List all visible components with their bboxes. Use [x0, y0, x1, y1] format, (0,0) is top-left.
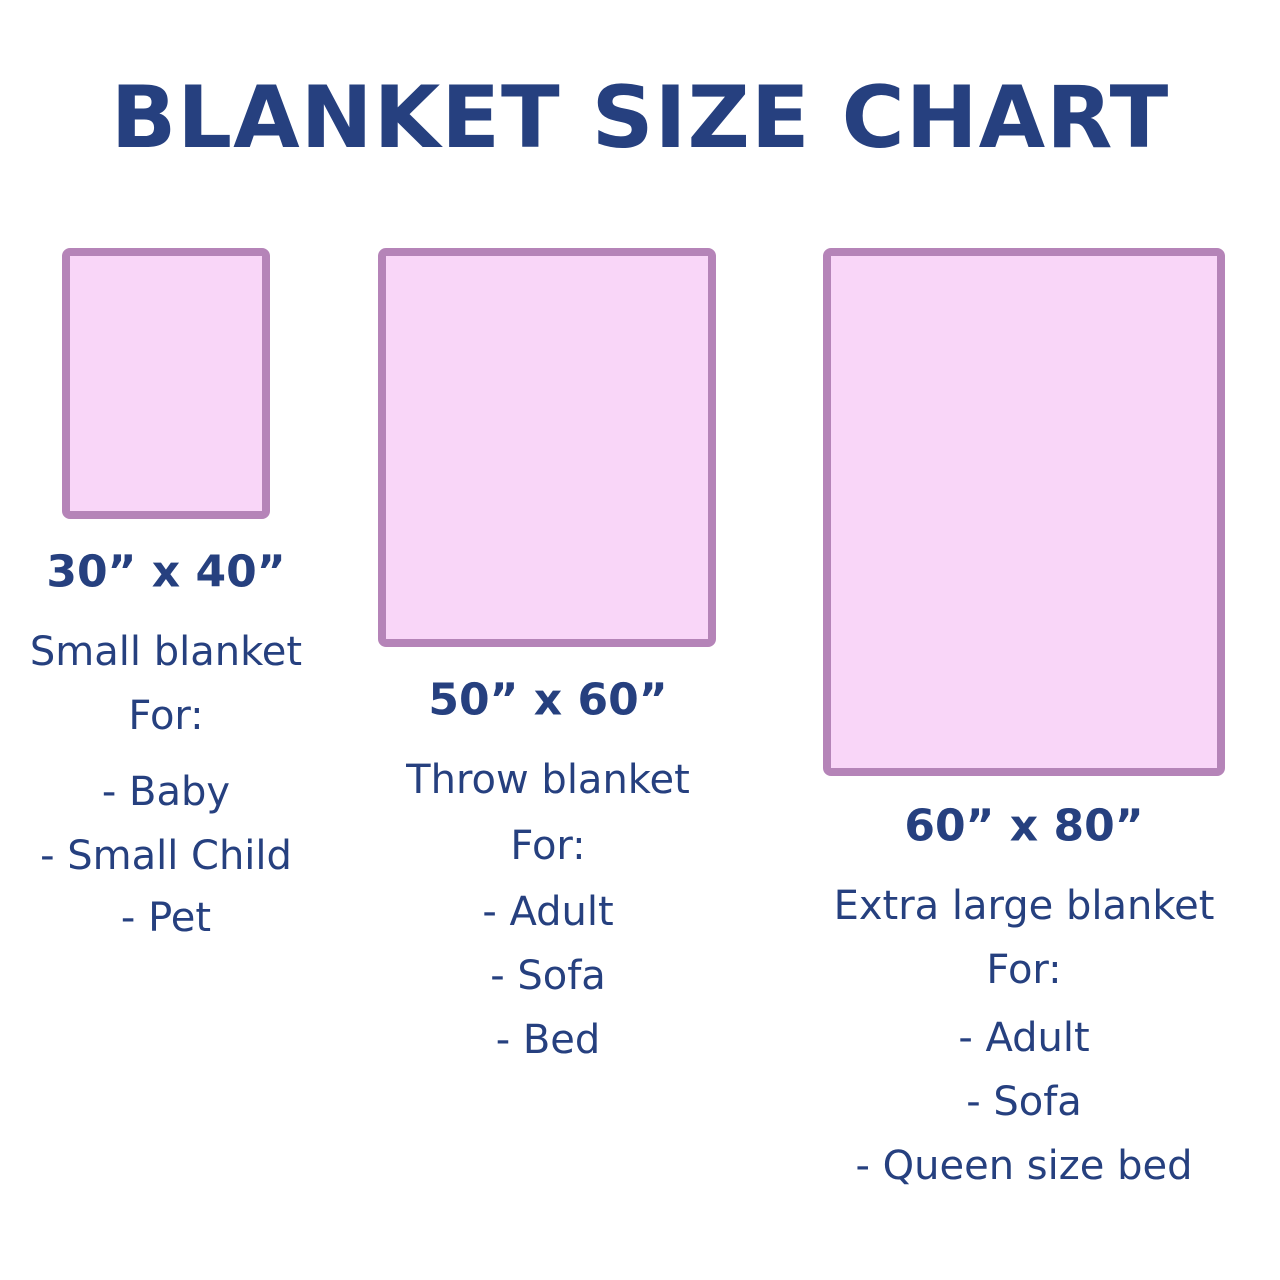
use-item: - Baby: [101, 769, 231, 815]
use-item: - Small Child: [40, 833, 292, 879]
blanket-name: Small blanket: [29, 629, 303, 675]
use-item: - Queen size bed: [855, 1143, 1193, 1189]
use-item: - Pet: [120, 895, 212, 941]
page-title: BLANKET SIZE CHART: [110, 68, 1170, 168]
blanket-name: Throw blanket: [406, 757, 690, 803]
blanket-name: Extra large blanket: [833, 883, 1215, 929]
use-item: - Sofa: [490, 953, 606, 999]
dimensions: 60” x 80”: [904, 800, 1144, 852]
use-item: - Bed: [495, 1017, 601, 1063]
extra-large-blanket-shape: [823, 248, 1225, 776]
use-item: - Adult: [482, 889, 614, 935]
for-label: For:: [128, 693, 204, 739]
dimensions: 30” x 40”: [46, 546, 286, 598]
use-item: - Adult: [958, 1015, 1090, 1061]
dimensions: 50” x 60”: [428, 674, 668, 726]
for-label: For:: [986, 947, 1062, 993]
small-blanket-shape: [62, 248, 270, 519]
throw-blanket-shape: [378, 248, 716, 647]
for-label: For:: [510, 823, 586, 869]
use-item: - Sofa: [966, 1079, 1082, 1125]
